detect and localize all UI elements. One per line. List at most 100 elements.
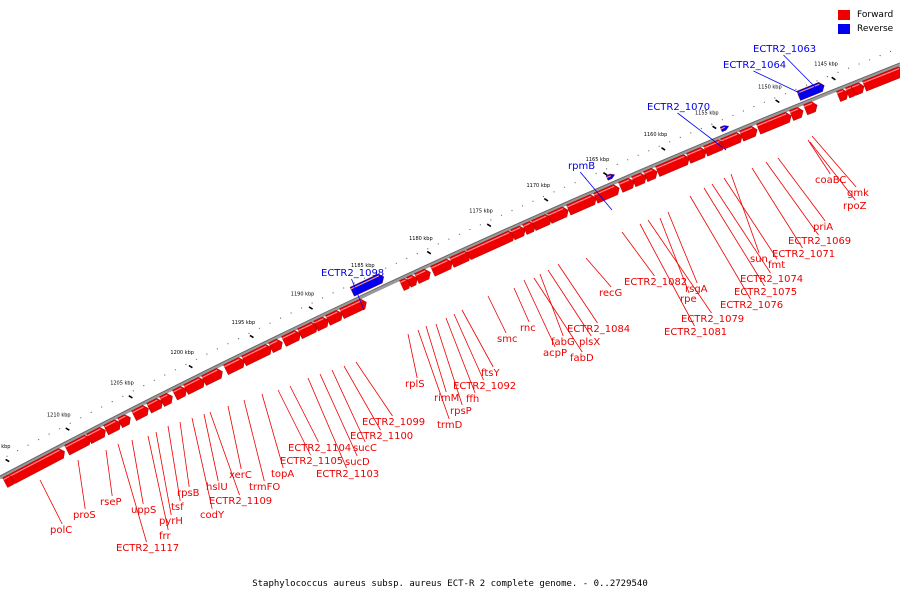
reverse-gene-block-highlight: [350, 275, 380, 290]
forward-gene-block-highlight: [720, 133, 738, 142]
minor-tick: [490, 219, 492, 221]
forward-gene-block-highlight: [510, 227, 521, 233]
genome-backbone-inner: [0, 62, 900, 477]
gene-label: topA: [271, 469, 294, 480]
minor-tick: [332, 292, 334, 294]
forward-gene-block-highlight: [431, 260, 448, 269]
gene-label: ECTR2_1103: [316, 469, 379, 480]
minor-tick: [406, 257, 408, 259]
forward-gene-block-highlight: [593, 185, 615, 196]
leader-line: [579, 171, 613, 211]
gene-label: priA: [813, 222, 833, 233]
major-tick: [602, 172, 608, 176]
minor-tick: [195, 358, 197, 360]
forward-gene-block-highlight: [522, 222, 531, 227]
leader-line: [513, 287, 530, 323]
gene-label: ECTR2_1081: [664, 327, 727, 338]
tick-label: 1200 kbp: [170, 350, 194, 356]
minor-tick: [479, 224, 481, 226]
leader-line: [523, 279, 556, 348]
leader-line: [179, 421, 190, 488]
forward-gene-block-highlight: [686, 148, 702, 156]
leader-line: [783, 54, 817, 89]
genome-backbone: [0, 63, 900, 480]
tick-label: 1215 kbp: [0, 444, 10, 450]
tick-label: 1195 kbp: [232, 320, 256, 326]
tick-label: 1190 kbp: [291, 291, 315, 297]
gene-label: hslU: [206, 482, 228, 493]
leader-line: [289, 385, 319, 443]
minor-tick: [164, 374, 166, 376]
minor-tick: [153, 379, 155, 381]
forward-gene-block: [643, 167, 658, 182]
minor-tick: [711, 123, 713, 125]
gene-label: ECTR2_1105: [280, 456, 343, 467]
gene-label: smc: [497, 334, 517, 345]
tick-label: 1160 kbp: [644, 132, 668, 138]
gene-label: pyrH: [159, 516, 183, 527]
forward-gene-block: [86, 426, 106, 444]
gene-label: ECTR2_1076: [720, 300, 783, 311]
leader-line: [417, 329, 450, 420]
minor-tick: [206, 353, 208, 355]
minor-tick: [763, 101, 766, 103]
gene-label: rpsP: [450, 406, 472, 417]
forward-gene-block: [510, 225, 526, 241]
leader-line: [461, 309, 494, 368]
tick-label: 1185 kbp: [351, 263, 375, 269]
tick-label: 1205 kbp: [110, 380, 134, 386]
minor-tick: [279, 317, 282, 319]
leader-line: [331, 369, 366, 443]
minor-tick: [237, 338, 240, 340]
forward-gene-block-highlight: [845, 87, 852, 91]
leader-line: [261, 393, 284, 469]
forward-gene-block: [466, 230, 515, 261]
gene-label: trmD: [437, 420, 463, 431]
forward-gene-block: [281, 330, 301, 347]
leader-line: [647, 219, 712, 314]
minor-tick: [248, 332, 250, 334]
minor-tick: [216, 348, 218, 350]
minor-tick: [795, 88, 797, 90]
forward-gene-block: [9, 448, 65, 485]
forward-gene-block-highlight: [739, 127, 753, 134]
minor-tick: [858, 63, 860, 65]
forward-gene-block-highlight: [415, 270, 426, 277]
minor-tick: [816, 80, 818, 82]
forward-gene-block-highlight: [104, 420, 116, 428]
reverse-gene-block-highlight: [797, 83, 820, 94]
forward-gene-block: [268, 338, 283, 354]
leader-line: [435, 323, 463, 406]
leader-line: [765, 161, 819, 236]
leader-line: [667, 211, 698, 284]
forward-gene-block-highlight: [3, 475, 10, 481]
minor-tick: [69, 422, 71, 424]
major-tick: [712, 125, 717, 130]
forward-gene-block-highlight: [531, 215, 547, 223]
minor-tick: [27, 444, 29, 446]
major-tick: [65, 427, 70, 431]
forward-gene-block-highlight: [224, 358, 240, 368]
leader-line: [723, 177, 778, 260]
minor-tick: [869, 59, 871, 61]
forward-gene-block: [64, 434, 91, 456]
leader-line: [533, 277, 583, 353]
leader-line: [703, 187, 765, 287]
leader-line: [227, 405, 242, 470]
leader-line: [39, 479, 63, 525]
minor-tick: [721, 119, 723, 121]
leader-line: [209, 411, 240, 496]
gene-label: ECTR2_1070: [647, 102, 710, 113]
forward-gene-block: [241, 344, 272, 367]
minor-tick: [574, 182, 576, 184]
gene-label: rseP: [100, 497, 122, 508]
forward-gene-block-highlight: [618, 179, 630, 185]
tick-label: 1150 kbp: [758, 84, 782, 90]
tick-label: 1155 kbp: [695, 111, 719, 117]
major-tick: [426, 250, 432, 255]
forward-gene-block-highlight: [862, 68, 900, 84]
leader-line: [807, 139, 831, 175]
forward-gene-block: [720, 132, 743, 150]
minor-tick: [679, 136, 681, 138]
